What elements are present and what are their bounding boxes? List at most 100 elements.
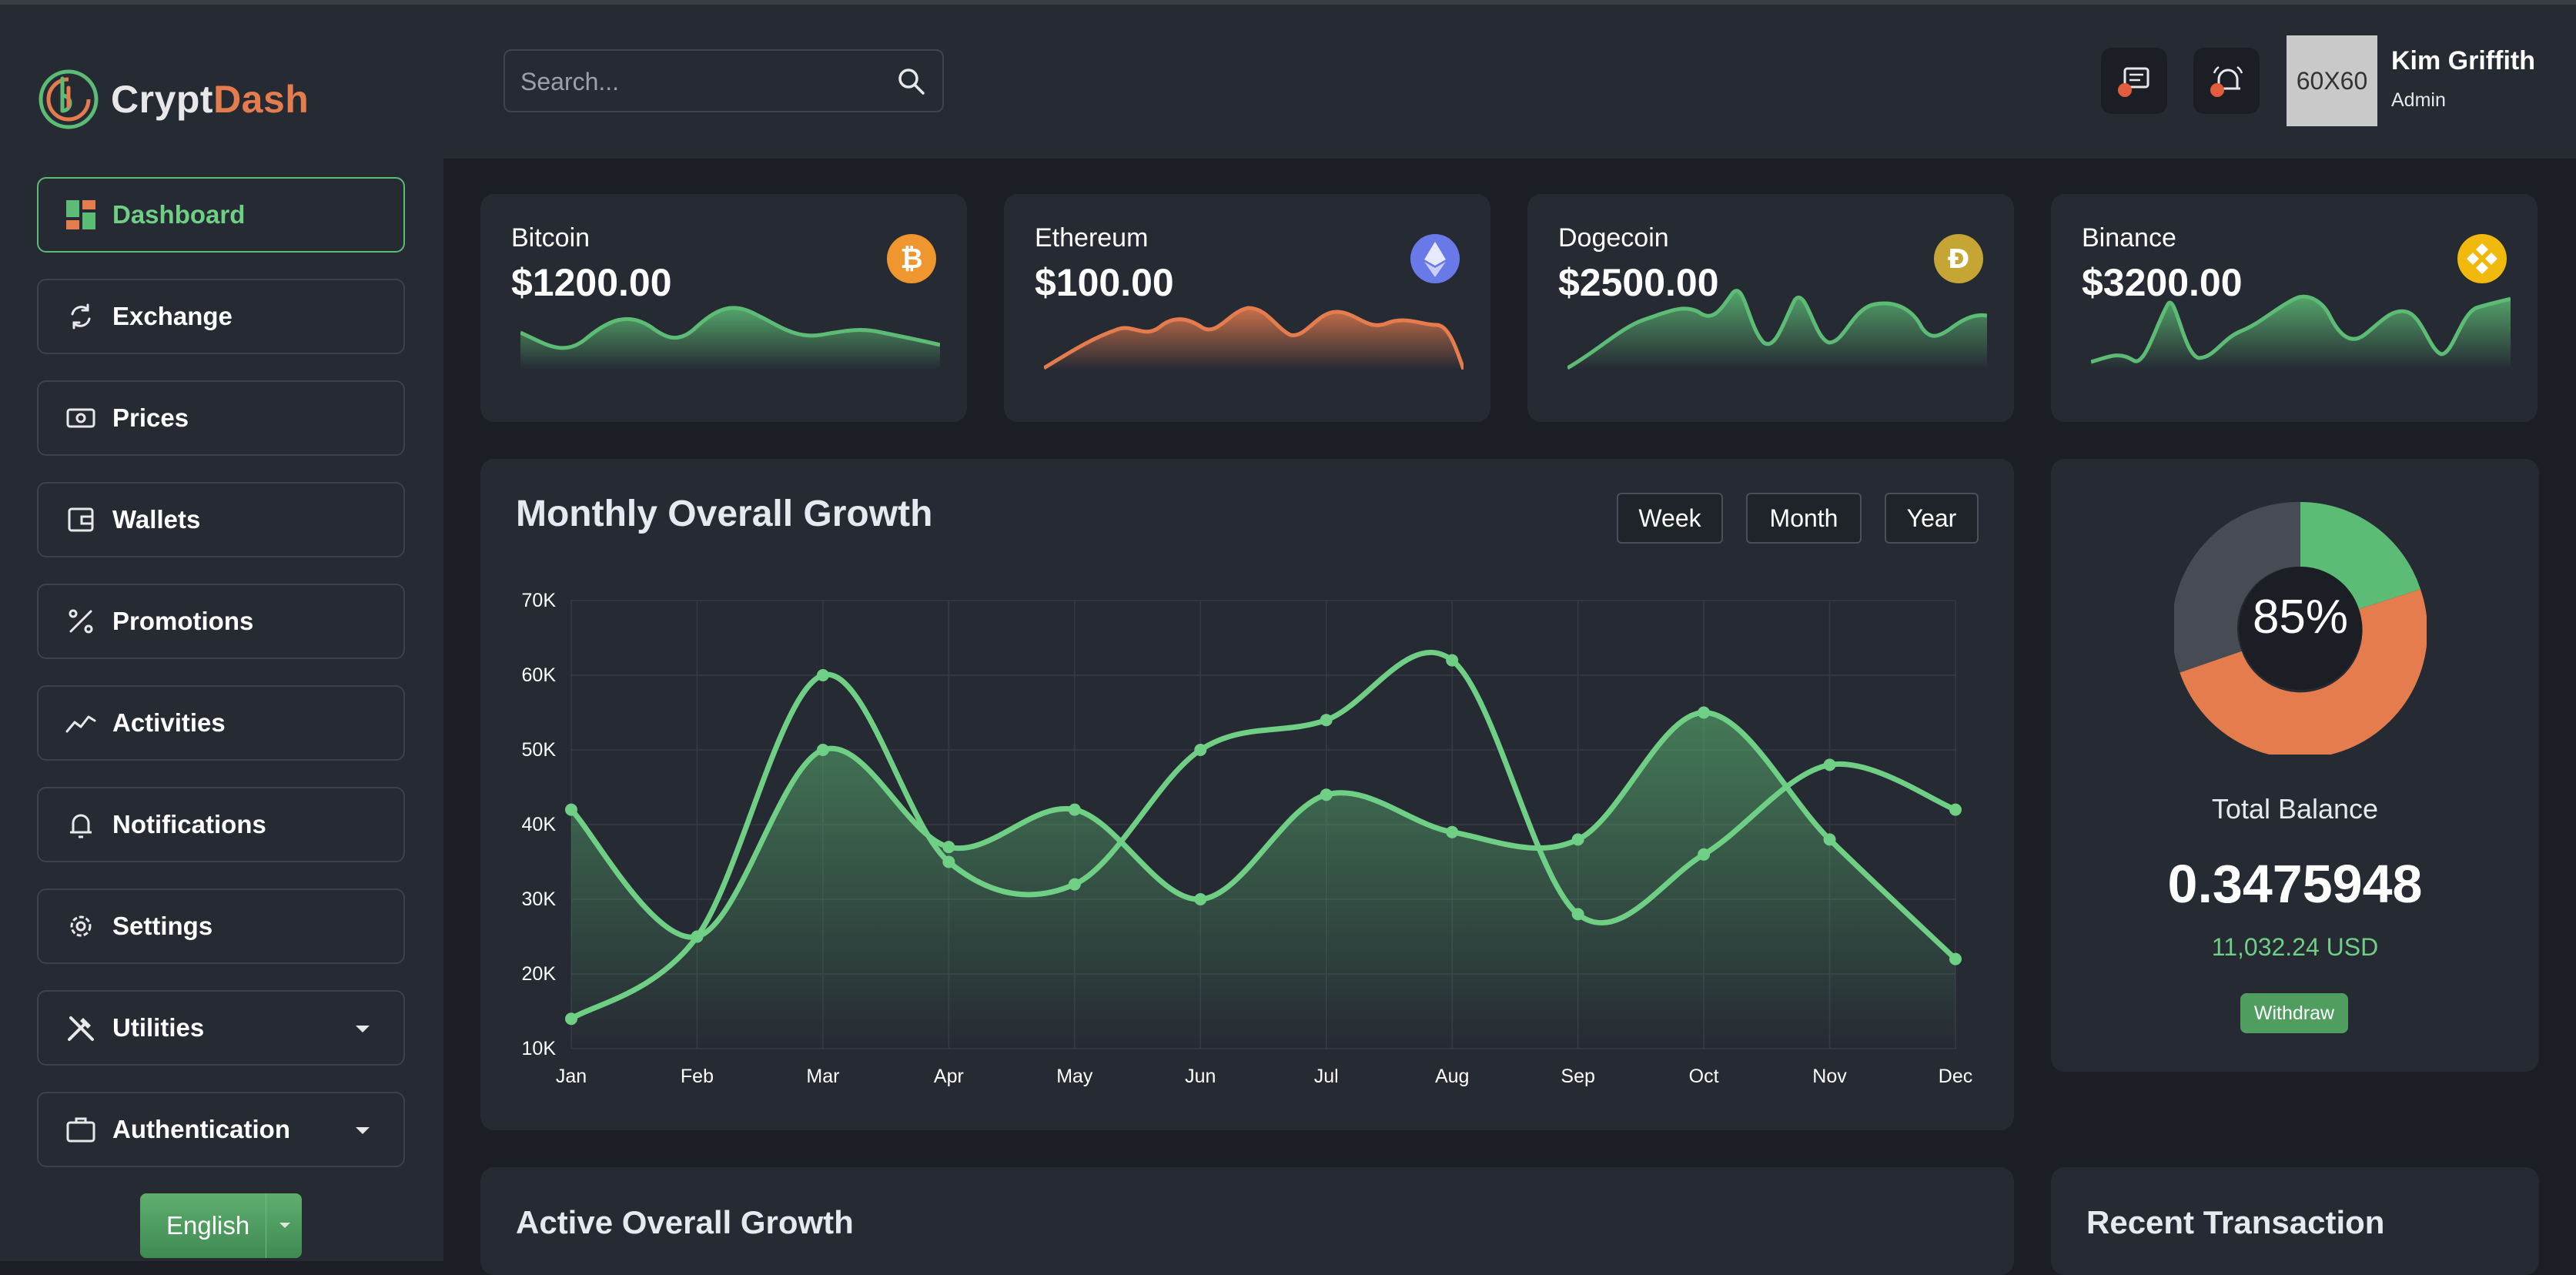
donut-segment-orange [2180,589,2427,755]
app-name: CryptDash [111,77,309,122]
binance-icon [2457,234,2507,283]
sidebar-item-label: Activities [112,708,226,737]
sidebar-item-dashboard[interactable]: Dashboard [37,177,405,253]
bitcoin-sparkline [520,306,940,370]
period-month-button[interactable]: Month [1746,493,1862,544]
sidebar-item-activities[interactable]: Activities [37,685,405,761]
briefcase-icon [66,1117,95,1143]
growth-chart: 10K 20K 30K 40K 50K 60K 70K Jan Feb Mar Apr May Jun J… [522,590,1973,1087]
series-2-point [1698,706,1711,719]
ethereum-sparkline [1044,306,1464,370]
sidebar-item-prices[interactable]: Prices [37,380,405,456]
sidebar-item-exchange[interactable]: Exchange [37,279,405,354]
user-role: Admin [2391,89,2446,111]
period-year-button[interactable]: Year [1885,493,1979,544]
sidebar-item-settings[interactable]: Settings [37,888,405,964]
dogecoin-sparkline [1567,289,1987,370]
svg-text:Đ: Đ [1948,244,1970,275]
app-name-part1: Crypt [111,78,214,121]
y-tick-label: 60K [522,664,557,686]
donut-segment-gray [2174,502,2300,673]
coin-price: $2500.00 [1558,261,1719,304]
search-icon[interactable] [896,66,927,97]
language-select[interactable]: English [140,1193,302,1258]
x-tick-label: Aug [1435,1066,1469,1087]
sidebar-item-promotions[interactable]: Promotions [37,584,405,659]
total-balance-label: Total Balance [2211,793,2379,825]
series-1-point [1823,758,1836,771]
user-name[interactable]: Kim Griffith [2391,46,2535,75]
y-tick-label: 10K [522,1038,557,1059]
x-tick-label: Oct [1689,1066,1719,1087]
donut-segment-green [2300,502,2420,610]
language-dropdown-toggle[interactable] [266,1193,302,1258]
coin-card-binance[interactable]: Binance $3200.00 [2051,194,2538,422]
message-icon [2118,67,2149,97]
x-tick-label: Sep [1561,1066,1594,1087]
activity-icon [65,715,96,733]
series-2-point [1068,803,1081,816]
bell-icon [70,814,92,838]
sidebar-item-label: Prices [112,403,189,432]
sidebar-item-notifications[interactable]: Notifications [37,787,405,862]
x-tick-label: Apr [934,1066,964,1087]
window-top-border [0,0,2576,5]
series-2-point [1320,788,1333,801]
x-tick-label: Jan [556,1066,587,1087]
sidebar-item-label: Promotions [112,607,254,635]
series-1-point [1571,908,1584,921]
search-input[interactable] [519,51,884,112]
withdraw-button[interactable]: Withdraw [2240,993,2348,1033]
coin-card-ethereum[interactable]: Ethereum $100.00 [1004,194,1490,422]
y-tick-label: 30K [522,888,557,910]
dogecoin-icon: Đ [1934,234,1983,283]
exchange-icon [71,303,91,330]
series-2-point [1446,825,1459,838]
x-tick-label: Jul [1314,1066,1339,1087]
notifications-button[interactable] [2193,48,2260,114]
x-tick-label: Nov [1812,1066,1847,1087]
series-2-point [816,744,829,756]
y-tick-label: 70K [522,590,557,611]
series-2-point [1823,833,1836,846]
series-2-point [565,803,577,816]
y-tick-label: 50K [522,739,557,761]
chevron-down-icon [356,1127,370,1134]
coin-name: Dogecoin [1558,223,1669,253]
sidebar-item-label: Exchange [112,302,233,330]
search-box [503,49,944,112]
sidebar-item-label: Settings [112,912,213,940]
language-label: English [166,1211,250,1240]
period-week-button[interactable]: Week [1617,493,1723,544]
coin-name: Bitcoin [511,223,590,253]
avatar[interactable]: 60X60 [2287,35,2377,126]
series-1-point [942,855,955,868]
bell-icon [2210,65,2243,97]
sidebar-item-label: Dashboard [112,200,246,229]
series-2-point [1949,952,1962,965]
series-1-point [1698,848,1711,861]
series-2-point [942,841,955,854]
series-1-point [1320,714,1333,727]
sidebar-item-label: Utilities [112,1013,205,1042]
y-tick-label: 40K [522,814,557,835]
coin-name: Ethereum [1035,223,1149,253]
svg-text:₿: ₿ [900,243,922,275]
prices-icon [66,408,95,428]
sidebar-item-authentication[interactable]: Authentication [37,1092,405,1167]
x-tick-label: Jun [1185,1066,1216,1087]
gear-icon [70,915,92,937]
messages-button[interactable] [2101,48,2167,114]
bitcoin-icon: ₿ [887,234,936,283]
growth-chart-card: Monthly Overall Growth Week Month Year 1… [480,459,2014,1130]
sidebar-item-utilities[interactable]: Utilities [37,990,405,1066]
coin-card-dogecoin[interactable]: Dogecoin $2500.00 Đ [1527,194,2014,422]
sidebar-item-wallets[interactable]: Wallets [37,482,405,557]
coin-card-bitcoin[interactable]: Bitcoin $1200.00 ₿ [480,194,967,422]
coin-name: Binance [2082,223,2176,253]
wallet-icon [68,507,94,532]
series-1-point [1194,744,1207,756]
series-1-point [1949,803,1962,816]
app-logo[interactable]: CryptDash [37,65,309,134]
y-tick-label: 20K [522,963,557,985]
